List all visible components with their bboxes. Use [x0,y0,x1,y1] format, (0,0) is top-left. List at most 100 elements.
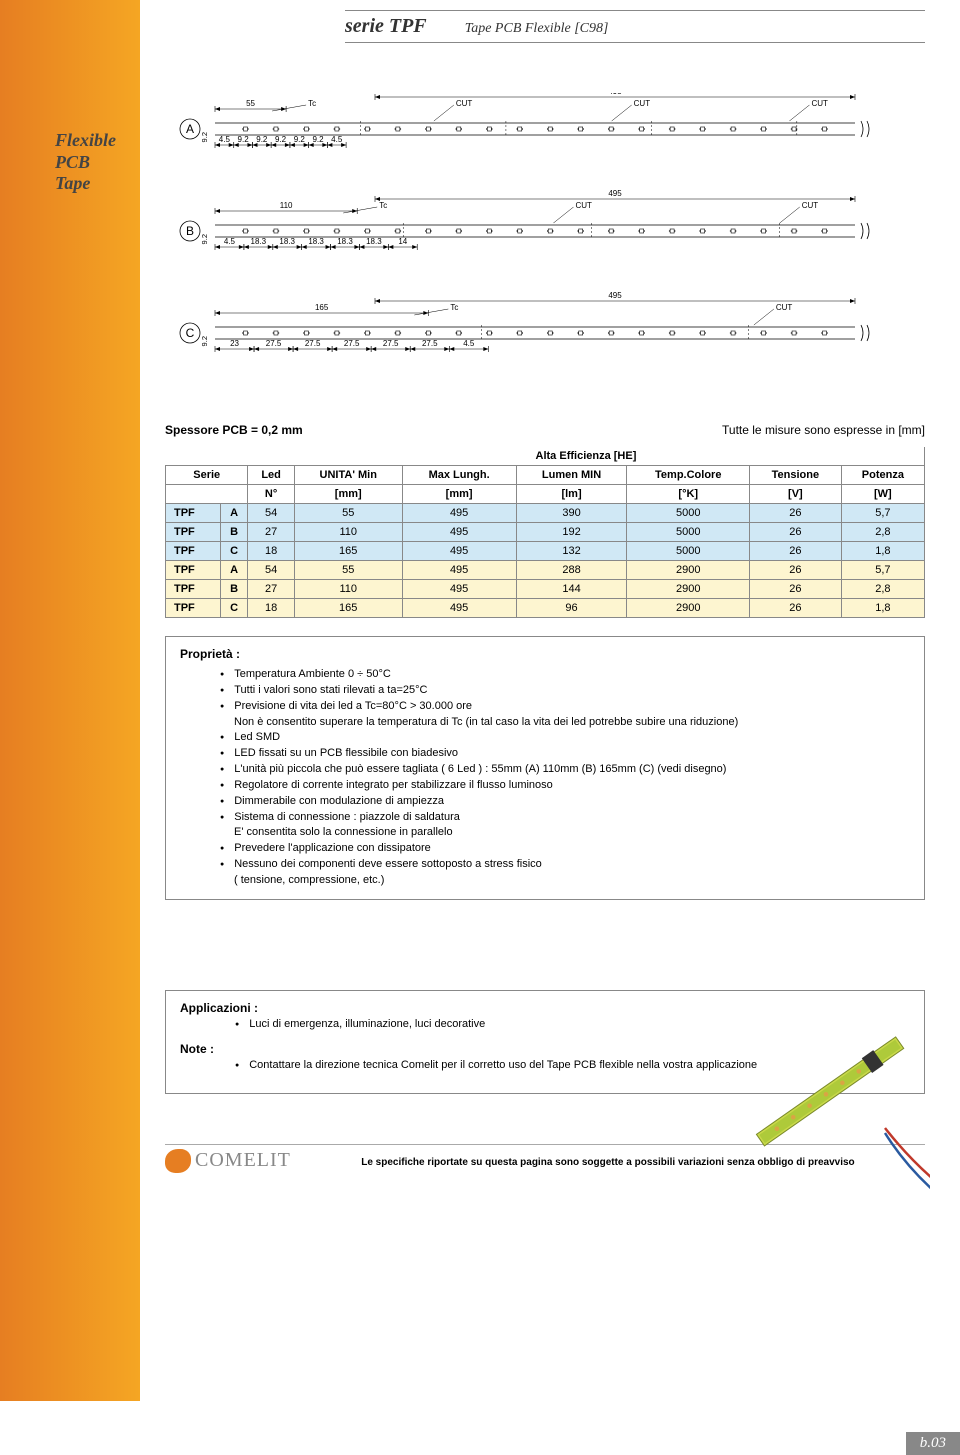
svg-text:9.2: 9.2 [200,336,209,346]
svg-text:4.5: 4.5 [219,135,231,144]
table-cell: B [220,580,248,599]
table-cell: C [220,599,248,618]
series-title: serie TPF [345,15,427,37]
unit-header: [V] [750,485,842,504]
table-cell: 5000 [627,542,750,561]
page-number: b.03 [906,1432,960,1455]
table-row: TPFA54554953905000265,7 [166,504,925,523]
table-cell: 2900 [627,580,750,599]
col-header: Led [248,466,294,485]
property-item: Non è consentito superare la temperatura… [220,715,910,730]
col-header: Serie [166,466,248,485]
table-cell: 55 [294,504,402,523]
table-super-header: Alta Efficienza [HE] [248,447,925,466]
table-cell: 27 [248,523,294,542]
svg-text:CUT: CUT [811,99,828,108]
property-item: Tutti i valori sono stati rilevati a ta=… [220,683,910,698]
property-item: Nessuno dei componenti deve essere sotto… [220,857,910,872]
thickness-row: Spessore PCB = 0,2 mm Tutte le misure so… [165,423,925,437]
page-header: serie TPF Tape PCB Flexible [C98] [345,10,925,43]
svg-text:9.2: 9.2 [238,135,250,144]
table-cell: 165 [294,542,402,561]
table-cell: 288 [516,561,627,580]
unit-header: [mm] [294,485,402,504]
applications-list: Luci di emergenza, illuminazione, luci d… [180,1018,910,1030]
table-cell: 192 [516,523,627,542]
table-row: TPFA54554952882900265,7 [166,561,925,580]
table-cell: 1,8 [841,542,924,561]
table-cell: 495 [402,523,516,542]
svg-text:CUT: CUT [802,201,819,210]
property-item: Regolatore di corrente integrato per sta… [220,778,910,793]
unit-header: [°K] [627,485,750,504]
property-item: L'unità più piccola che può essere tagli… [220,762,910,777]
table-cell: 495 [402,599,516,618]
svg-text:Tc: Tc [379,201,387,210]
properties-title: Proprietà : [180,647,910,661]
svg-text:495: 495 [608,291,622,300]
technical-diagrams: A9.249555TcCUTCUTCUT4.59.29.29.29.29.24.… [165,93,925,403]
table-cell: TPF [166,580,221,599]
table-cell: 2,8 [841,580,924,599]
units-note: Tutte le misure sono espresse in [mm] [722,423,925,437]
svg-text:4.5: 4.5 [331,135,343,144]
table-cell: 2900 [627,561,750,580]
svg-text:Tc: Tc [308,99,316,108]
property-item: Sistema di connessione : piazzole di sal… [220,810,910,825]
note-list: Contattare la direzione tecnica Comelit … [180,1059,910,1071]
table-cell: 96 [516,599,627,618]
thickness-label: Spessore PCB = 0,2 mm [165,423,303,437]
svg-text:B: B [186,224,194,238]
sidebar-line: Flexible [55,130,170,152]
property-item: ( tensione, compressione, etc.) [220,873,910,888]
svg-text:18.3: 18.3 [366,237,382,246]
table-cell: 18 [248,542,294,561]
table-cell: C [220,542,248,561]
unit-header: [W] [841,485,924,504]
table-cell: TPF [166,599,221,618]
table-cell: 495 [402,580,516,599]
col-header: Lumen MIN [516,466,627,485]
col-header: Tensione [750,466,842,485]
svg-text:9.2: 9.2 [200,234,209,244]
svg-text:495: 495 [608,93,622,96]
svg-text:14: 14 [398,237,407,246]
note-title: Note : [180,1042,910,1056]
table-cell: 55 [294,561,402,580]
table-cell: 390 [516,504,627,523]
table-cell: 26 [750,523,842,542]
svg-text:18.3: 18.3 [279,237,295,246]
table-cell: 495 [402,542,516,561]
sidebar-title-box: Flexible PCB Tape [55,130,170,195]
table-cell: 26 [750,580,842,599]
footer-disclaimer: Le specifiche riportate su questa pagina… [291,1149,925,1168]
table-cell: 1,8 [841,599,924,618]
svg-text:CUT: CUT [634,99,651,108]
table-cell: 2,8 [841,523,924,542]
unit-header: [lm] [516,485,627,504]
svg-text:9.2: 9.2 [312,135,324,144]
table-cell: 18 [248,599,294,618]
svg-text:27.5: 27.5 [422,339,438,348]
svg-text:4.5: 4.5 [463,339,475,348]
svg-text:110: 110 [280,201,293,210]
svg-text:CUT: CUT [456,99,473,108]
table-row: TPFC18165495962900261,8 [166,599,925,618]
svg-text:18.3: 18.3 [337,237,353,246]
table-cell: 5000 [627,504,750,523]
table-cell: 27 [248,580,294,599]
property-item: Dimmerabile con modulazione di ampiezza [220,794,910,809]
svg-text:9.2: 9.2 [256,135,268,144]
table-cell: 5,7 [841,561,924,580]
table-row: TPFB271104951442900262,8 [166,580,925,599]
table-cell: 5,7 [841,504,924,523]
table-cell: 132 [516,542,627,561]
table-cell: B [220,523,248,542]
svg-text:CUT: CUT [776,303,793,312]
table-cell: TPF [166,523,221,542]
svg-text:Tc: Tc [450,303,458,312]
page-footer: COMELIT Le specifiche riportate su quest… [165,1144,925,1173]
unit-header: N° [248,485,294,504]
table-row: TPFC181654951325000261,8 [166,542,925,561]
svg-text:9.2: 9.2 [294,135,306,144]
